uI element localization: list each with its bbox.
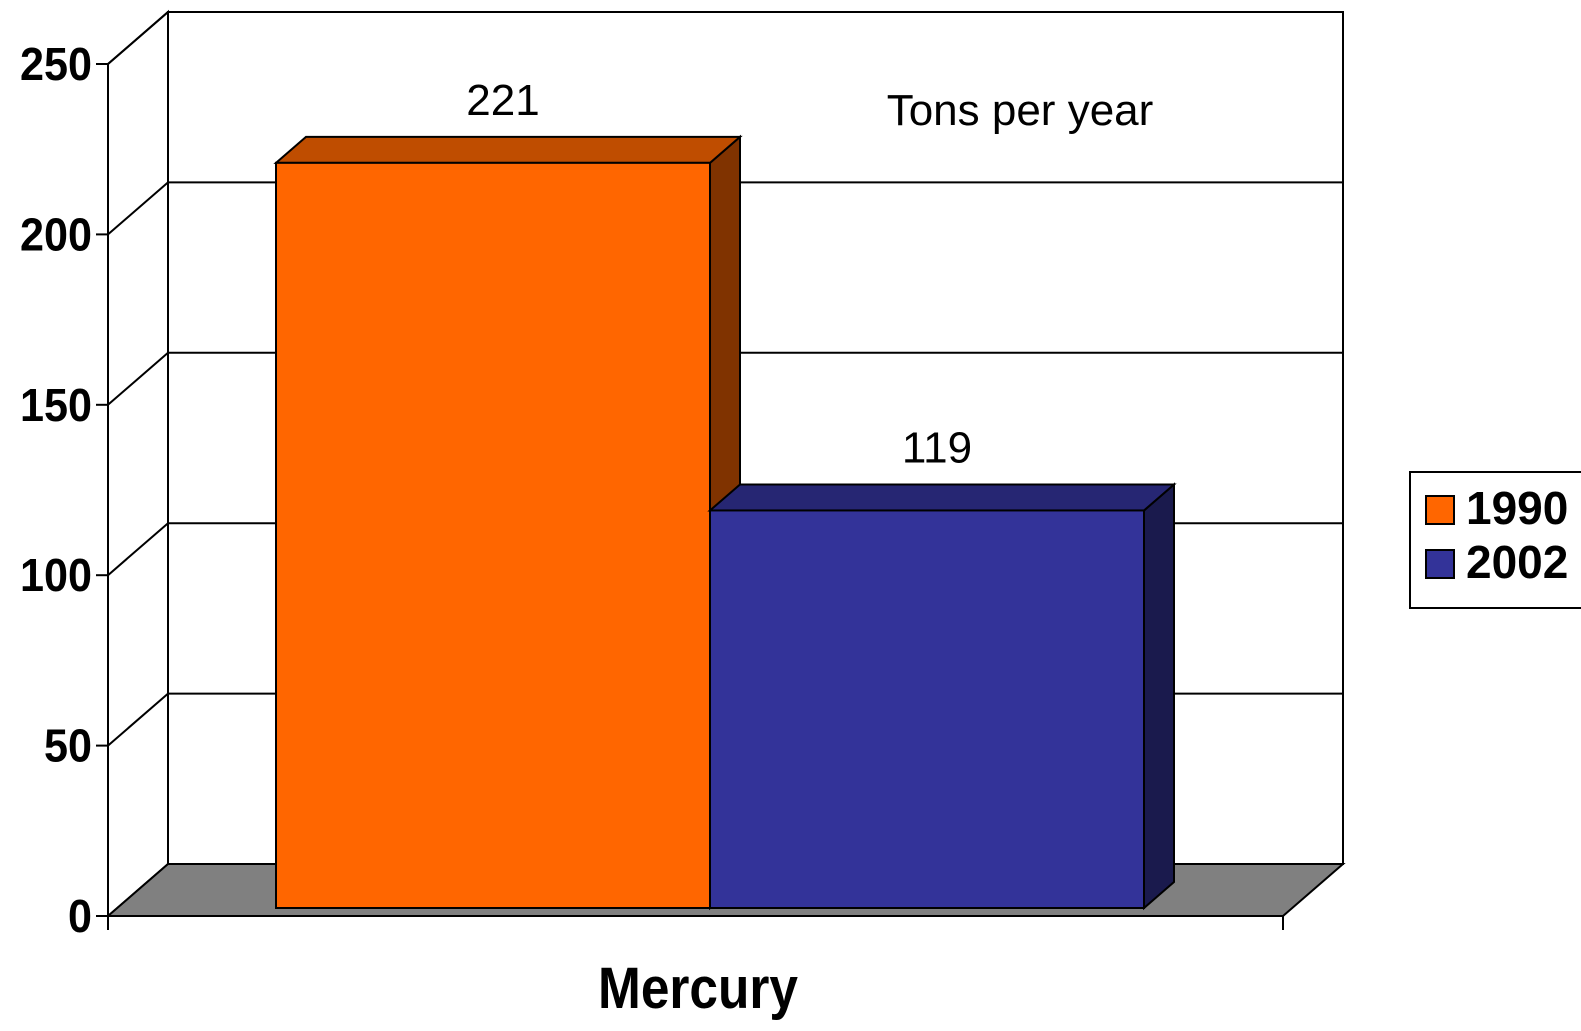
data-label-1990: 221 — [466, 76, 539, 125]
y-tick-label: 0 — [68, 890, 92, 942]
bar-1990 — [275, 161, 711, 910]
y-tick-label: 50 — [44, 720, 92, 772]
data-labels: 221 119 — [466, 76, 972, 473]
units-annotation: Tons per year — [887, 86, 1154, 135]
legend-swatch-2002 — [1425, 549, 1455, 579]
x-category-label: Mercury — [598, 956, 798, 1021]
legend-box — [1409, 471, 1581, 609]
bars — [273, 134, 1177, 911]
y-tick-label: 200 — [20, 208, 92, 260]
gridline-side — [107, 352, 169, 406]
y-tick-label: 250 — [20, 38, 92, 90]
legend-label-2002: 2002 — [1466, 536, 1568, 588]
side-wall — [107, 9, 169, 919]
legend-label-1990: 1990 — [1466, 482, 1568, 534]
bar-top-2002 — [707, 483, 1177, 512]
legend-swatch-1990 — [1425, 495, 1455, 525]
gridline-side — [107, 692, 169, 747]
y-tick-label: 100 — [20, 549, 92, 601]
data-label-2002: 119 — [902, 423, 972, 472]
y-tick-label: 150 — [20, 379, 92, 431]
gridline-side — [107, 522, 169, 576]
gridline-side — [107, 181, 169, 236]
gridline-side — [107, 11, 169, 65]
y-axis: 0 50 100 150 200 250 — [20, 38, 1284, 942]
bar-2002 — [709, 509, 1145, 909]
bar-side-2002 — [1143, 482, 1175, 911]
bar-top-1990 — [273, 135, 743, 164]
